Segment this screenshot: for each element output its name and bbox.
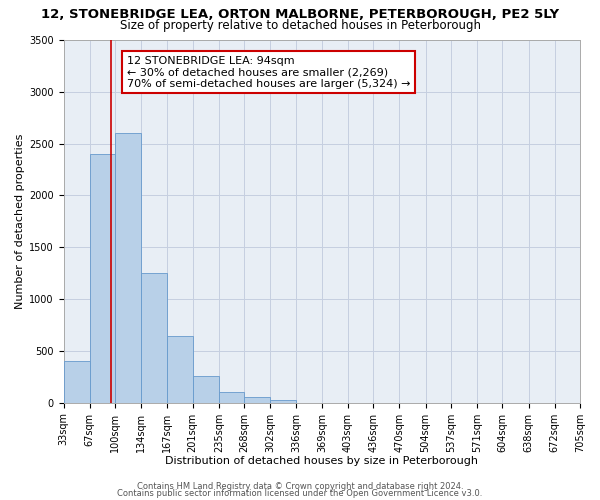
Text: Contains HM Land Registry data © Crown copyright and database right 2024.: Contains HM Land Registry data © Crown c… (137, 482, 463, 491)
X-axis label: Distribution of detached houses by size in Peterborough: Distribution of detached houses by size … (166, 456, 478, 466)
Bar (193, 376, 219, 402)
Text: 12 STONEBRIDGE LEA: 94sqm
← 30% of detached houses are smaller (2,269)
70% of se: 12 STONEBRIDGE LEA: 94sqm ← 30% of detac… (127, 56, 410, 88)
Text: Contains public sector information licensed under the Open Government Licence v3: Contains public sector information licen… (118, 489, 482, 498)
Bar (167, 336, 193, 402)
Y-axis label: Number of detached properties: Number of detached properties (15, 134, 25, 309)
Bar (219, 392, 244, 402)
Bar (141, 273, 167, 402)
Text: Size of property relative to detached houses in Peterborough: Size of property relative to detached ho… (119, 18, 481, 32)
Bar (271, 400, 296, 402)
Bar (244, 397, 271, 402)
Text: 12, STONEBRIDGE LEA, ORTON MALBORNE, PETERBOROUGH, PE2 5LY: 12, STONEBRIDGE LEA, ORTON MALBORNE, PET… (41, 8, 559, 20)
Bar (90, 154, 115, 402)
Bar (115, 134, 141, 402)
Bar (64, 362, 90, 403)
